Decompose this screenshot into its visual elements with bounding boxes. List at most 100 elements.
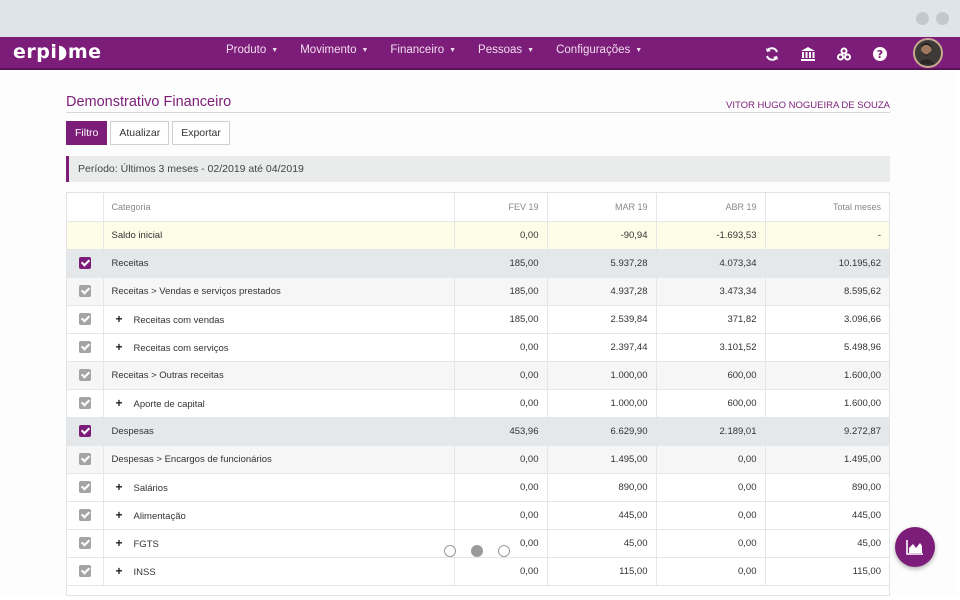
header-category: Categoria	[103, 193, 455, 222]
fev19-cell: 185,00	[454, 249, 548, 278]
expand-plus-icon[interactable]: +	[115, 480, 123, 494]
chart-fab-button[interactable]	[895, 527, 935, 567]
nav-menu-label: Pessoas	[478, 44, 523, 56]
row-checkbox[interactable]	[78, 565, 91, 577]
table-body: Saldo inicial 0,00 -90,94 -1.693,53- Receita…	[67, 221, 889, 586]
total-cell: 1.495,00	[765, 445, 889, 474]
expand-plus-icon[interactable]: +	[115, 396, 123, 410]
row-checkbox[interactable]	[78, 341, 91, 353]
abr19-cell: 600,00	[656, 361, 766, 390]
total-cell: 9.272,87	[765, 417, 889, 446]
row-checkbox-cell	[67, 249, 104, 278]
chart-icon	[906, 540, 923, 555]
abr19-cell: 0,00	[656, 529, 766, 558]
abr19-cell: -1.693,53	[656, 221, 766, 250]
pager-dot[interactable]	[471, 545, 483, 557]
nav-menu-item[interactable]: Configurações ▼	[556, 37, 642, 70]
pager-dot[interactable]	[498, 545, 510, 557]
row-checkbox[interactable]	[78, 369, 91, 381]
main-content: Demonstrativo Financeiro VITOR HUGO NOGU…	[0, 72, 958, 596]
mar19-cell: 1.495,00	[547, 445, 657, 474]
abr19-cell: 0,00	[656, 557, 766, 586]
toolbar: Filtro Atualizar Exportar	[66, 121, 233, 145]
table-row: Despesas > Encargos de funcionários 0,00 1…	[67, 445, 889, 474]
row-checkbox[interactable]	[78, 425, 91, 437]
nav-menu-label: Configurações	[556, 44, 631, 56]
refresh-icon[interactable]	[764, 46, 780, 62]
row-checkbox[interactable]	[78, 257, 91, 269]
abr19-cell: 3.101,52	[656, 333, 766, 362]
financial-table-container[interactable]: Categoria FEV 19 MAR 19 ABR 19 Total mes…	[66, 192, 890, 596]
update-button[interactable]: Atualizar	[110, 121, 170, 145]
header-mar19: MAR 19	[547, 193, 657, 222]
mar19-cell: 2.539,84	[547, 305, 657, 334]
mar19-cell: 45,00	[547, 529, 657, 558]
nav-menu-item[interactable]: Financeiro ▼	[390, 37, 456, 70]
mar19-cell: 2.397,44	[547, 333, 657, 362]
user-avatar[interactable]	[913, 38, 943, 68]
window-close-button[interactable]	[936, 12, 949, 25]
fev19-cell: 0,00	[454, 445, 548, 474]
expand-plus-icon[interactable]: +	[115, 312, 123, 326]
svg-text:?: ?	[877, 48, 883, 61]
expand-plus-icon[interactable]: +	[115, 564, 123, 578]
row-checkbox-cell	[67, 277, 104, 306]
expand-plus-icon[interactable]: +	[115, 536, 123, 550]
category-label: Receitas com serviços	[133, 343, 229, 354]
category-label: Despesas > Encargos de funcionários	[111, 453, 272, 465]
row-checkbox[interactable]	[78, 285, 91, 297]
fev19-cell: 453,96	[454, 417, 548, 446]
category-label: Receitas > Vendas e serviços prestados	[111, 285, 281, 297]
table-row: Receitas > Outras receitas 0,00 1.000,00 60…	[67, 361, 889, 390]
total-cell: 3.096,66	[765, 305, 889, 334]
bank-icon[interactable]	[800, 46, 816, 62]
row-checkbox[interactable]	[78, 481, 91, 493]
mar19-cell: 445,00	[547, 501, 657, 530]
main-menu: Produto ▼ Movimento ▼ Financeiro ▼ Pessoas ▼ Con…	[226, 37, 664, 70]
mar19-cell: 1.000,00	[547, 361, 657, 390]
row-checkbox[interactable]	[78, 509, 91, 521]
pager-dot[interactable]	[444, 545, 456, 557]
total-cell: 115,00	[765, 557, 889, 586]
nav-menu-item[interactable]: Pessoas ▼	[478, 37, 534, 70]
row-checkbox[interactable]	[78, 537, 91, 549]
nav-menu-item[interactable]: Produto ▼	[226, 37, 278, 70]
total-cell: 890,00	[765, 473, 889, 502]
table-row: Receitas 185,00 5.937,28 4.073,34 10.195,62	[67, 249, 889, 278]
row-checkbox-cell	[67, 557, 104, 586]
table-row: + INSS 0,00 115,00 0,00 115,00	[67, 557, 889, 586]
header-checkbox-cell	[67, 193, 104, 222]
table-row: + Aporte de capital 0,00 1.000,00 600,00 1.60…	[67, 389, 889, 418]
abr19-cell: 4.073,34	[656, 249, 766, 278]
table-row: Receitas > Vendas e serviços prestados 18…	[67, 277, 889, 306]
row-checkbox[interactable]	[78, 453, 91, 465]
export-button[interactable]: Exportar	[172, 121, 230, 145]
header-total: Total meses	[765, 193, 889, 222]
total-cell: 1.600,00	[765, 389, 889, 418]
category-cell: Saldo inicial	[103, 221, 455, 250]
row-checkbox-cell	[67, 473, 104, 502]
expand-plus-icon[interactable]: +	[115, 340, 123, 354]
user-name-label[interactable]: VITOR HUGO NOGUEIRA DE SOUZA	[726, 100, 890, 111]
filter-button[interactable]: Filtro	[66, 121, 108, 145]
mar19-cell: 115,00	[547, 557, 657, 586]
mar19-cell: 5.937,28	[547, 249, 657, 278]
nav-menu-item[interactable]: Movimento ▼	[300, 37, 368, 70]
coins-icon[interactable]	[836, 46, 852, 62]
help-icon[interactable]: ?	[872, 46, 888, 62]
row-checkbox[interactable]	[78, 397, 91, 409]
row-checkbox[interactable]	[78, 313, 91, 325]
table-row: Despesas 453,96 6.629,90 2.189,01 9.272,87	[67, 417, 889, 446]
category-cell: Despesas	[103, 417, 455, 446]
abr19-cell: 371,82	[656, 305, 766, 334]
row-checkbox-cell	[67, 445, 104, 474]
fev19-cell: 0,00	[454, 333, 548, 362]
category-cell: + Aporte de capital	[103, 389, 455, 418]
app-logo[interactable]: erpi◗me	[13, 41, 102, 63]
window-minimize-button[interactable]	[916, 12, 929, 25]
table-row: + FGTS 0,00 45,00 0,00 45,00	[67, 529, 889, 558]
mar19-cell: 890,00	[547, 473, 657, 502]
abr19-cell: 600,00	[656, 389, 766, 418]
expand-plus-icon[interactable]: +	[115, 508, 123, 522]
row-checkbox-cell	[67, 221, 104, 250]
